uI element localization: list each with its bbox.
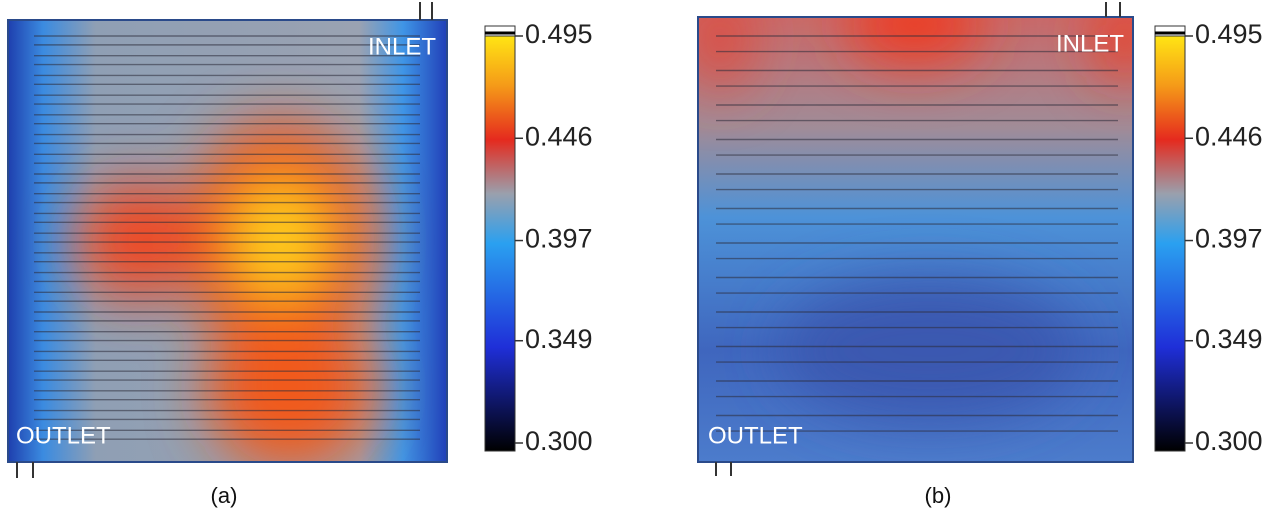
outlet-label: OUTLET: [708, 422, 803, 449]
heatmap-b: [697, 2, 1134, 476]
heatmap-a: [7, 2, 448, 478]
channel: [716, 35, 1118, 432]
inlet-label: INLET: [1056, 30, 1124, 57]
colorbar-tick-label: 0.495: [1195, 19, 1263, 49]
colorbar-tick-label: 0.397: [525, 224, 593, 254]
colorbar-tick-label: 0.349: [1195, 324, 1263, 354]
colorbar-tick-label: 0.495: [525, 19, 593, 49]
colorbar-tick-label: 0.349: [525, 324, 593, 354]
colorbar-tick-label: 0.300: [525, 426, 593, 456]
channel: [34, 35, 420, 440]
outlet-label: OUTLET: [16, 422, 111, 449]
colorbar-cap: [1154, 25, 1186, 37]
caption: (a): [211, 483, 238, 508]
colorbar-tick-label: 0.300: [1195, 426, 1263, 456]
colorbar-tick-label: 0.446: [1195, 121, 1263, 151]
caption: (b): [925, 483, 952, 508]
inlet-label: INLET: [368, 33, 436, 60]
colorbar-tick-label: 0.397: [1195, 224, 1263, 254]
colorbar-cap: [484, 25, 516, 37]
colorbar: [1154, 35, 1186, 452]
colorbar-tick-label: 0.446: [525, 121, 593, 151]
colorbar: [484, 35, 516, 452]
